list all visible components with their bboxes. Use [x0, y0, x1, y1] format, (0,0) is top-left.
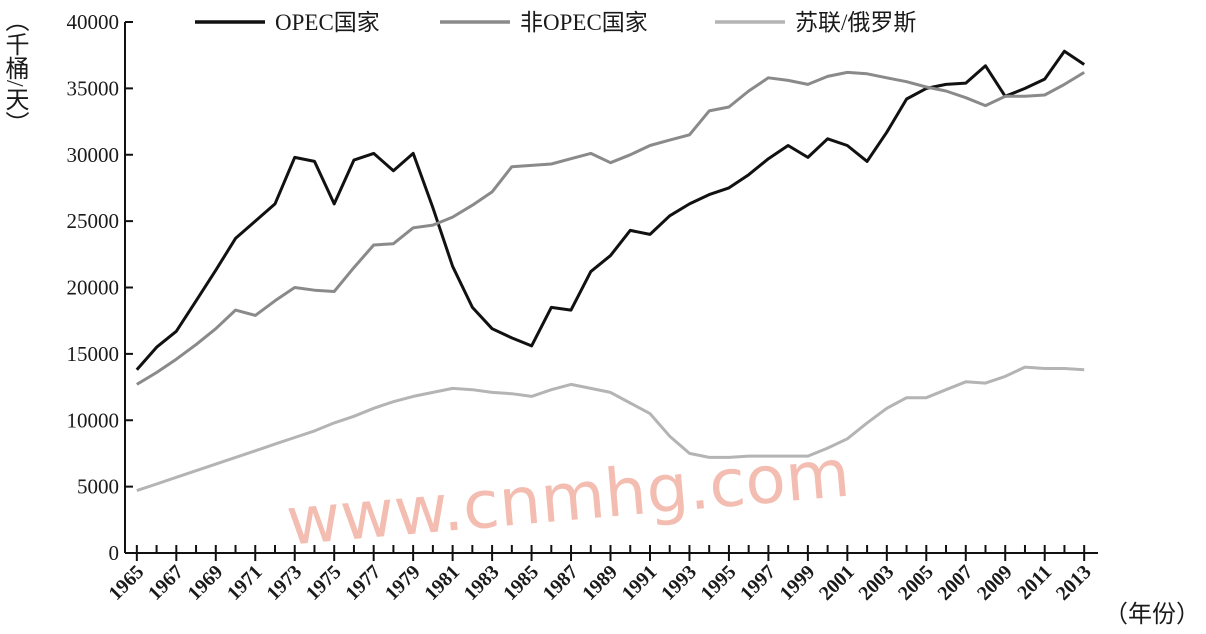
x-tick-label: 1985	[499, 561, 543, 605]
x-tick-label: 1977	[341, 561, 385, 605]
x-tick-label: 2011	[1013, 561, 1056, 604]
x-tick-label: 2007	[933, 561, 977, 605]
x-tick-label: 1971	[223, 561, 267, 605]
x-tick-label: 2009	[973, 561, 1017, 605]
watermark: www.cnmhg.com	[283, 435, 852, 561]
y-tick-label: 15000	[67, 342, 120, 366]
x-tick-label: 1983	[460, 561, 504, 605]
x-tick-label: 1997	[736, 561, 780, 605]
x-tick-label: 2003	[855, 561, 899, 605]
series-line	[136, 365, 1085, 493]
y-tick-label: 20000	[67, 276, 120, 300]
legend-label: OPEC国家	[275, 10, 380, 35]
x-tick-label: 1993	[657, 561, 701, 605]
legend-label: 非OPEC国家	[520, 10, 648, 35]
y-tick-label: 25000	[67, 209, 120, 233]
x-tick-label: 1969	[183, 561, 227, 605]
x-tick-label: 1981	[420, 561, 464, 605]
y-axis-label: （千桶/天）	[1, 8, 29, 135]
x-tick-label: 2013	[1052, 561, 1096, 605]
y-tick-label: 40000	[67, 10, 120, 34]
y-tick-label: 10000	[67, 408, 120, 432]
x-tick-label: 1973	[262, 561, 306, 605]
x-tick-label: 1995	[697, 561, 741, 605]
x-tick-label: 1999	[776, 561, 820, 605]
x-tick-label: 2005	[894, 561, 938, 605]
x-tick-label: 1965	[105, 561, 149, 605]
x-tick-label: 1991	[618, 561, 662, 605]
x-tick-label: 1975	[302, 561, 346, 605]
x-tick-label: 1979	[381, 561, 425, 605]
y-tick-label: 30000	[67, 143, 120, 167]
x-tick-label: 1987	[539, 561, 583, 605]
x-tick-label: 1989	[578, 561, 622, 605]
x-tick-label: 2001	[815, 561, 859, 605]
series-line	[136, 70, 1085, 386]
series-line	[135, 49, 1086, 371]
x-axis-label: （年份）	[1104, 601, 1200, 628]
legend-label: 苏联/俄罗斯	[795, 10, 916, 35]
y-tick-label: 5000	[77, 475, 119, 499]
x-tick-label: 1967	[144, 561, 188, 605]
y-tick-label: 35000	[67, 76, 120, 100]
y-tick-label: 0	[109, 541, 120, 565]
